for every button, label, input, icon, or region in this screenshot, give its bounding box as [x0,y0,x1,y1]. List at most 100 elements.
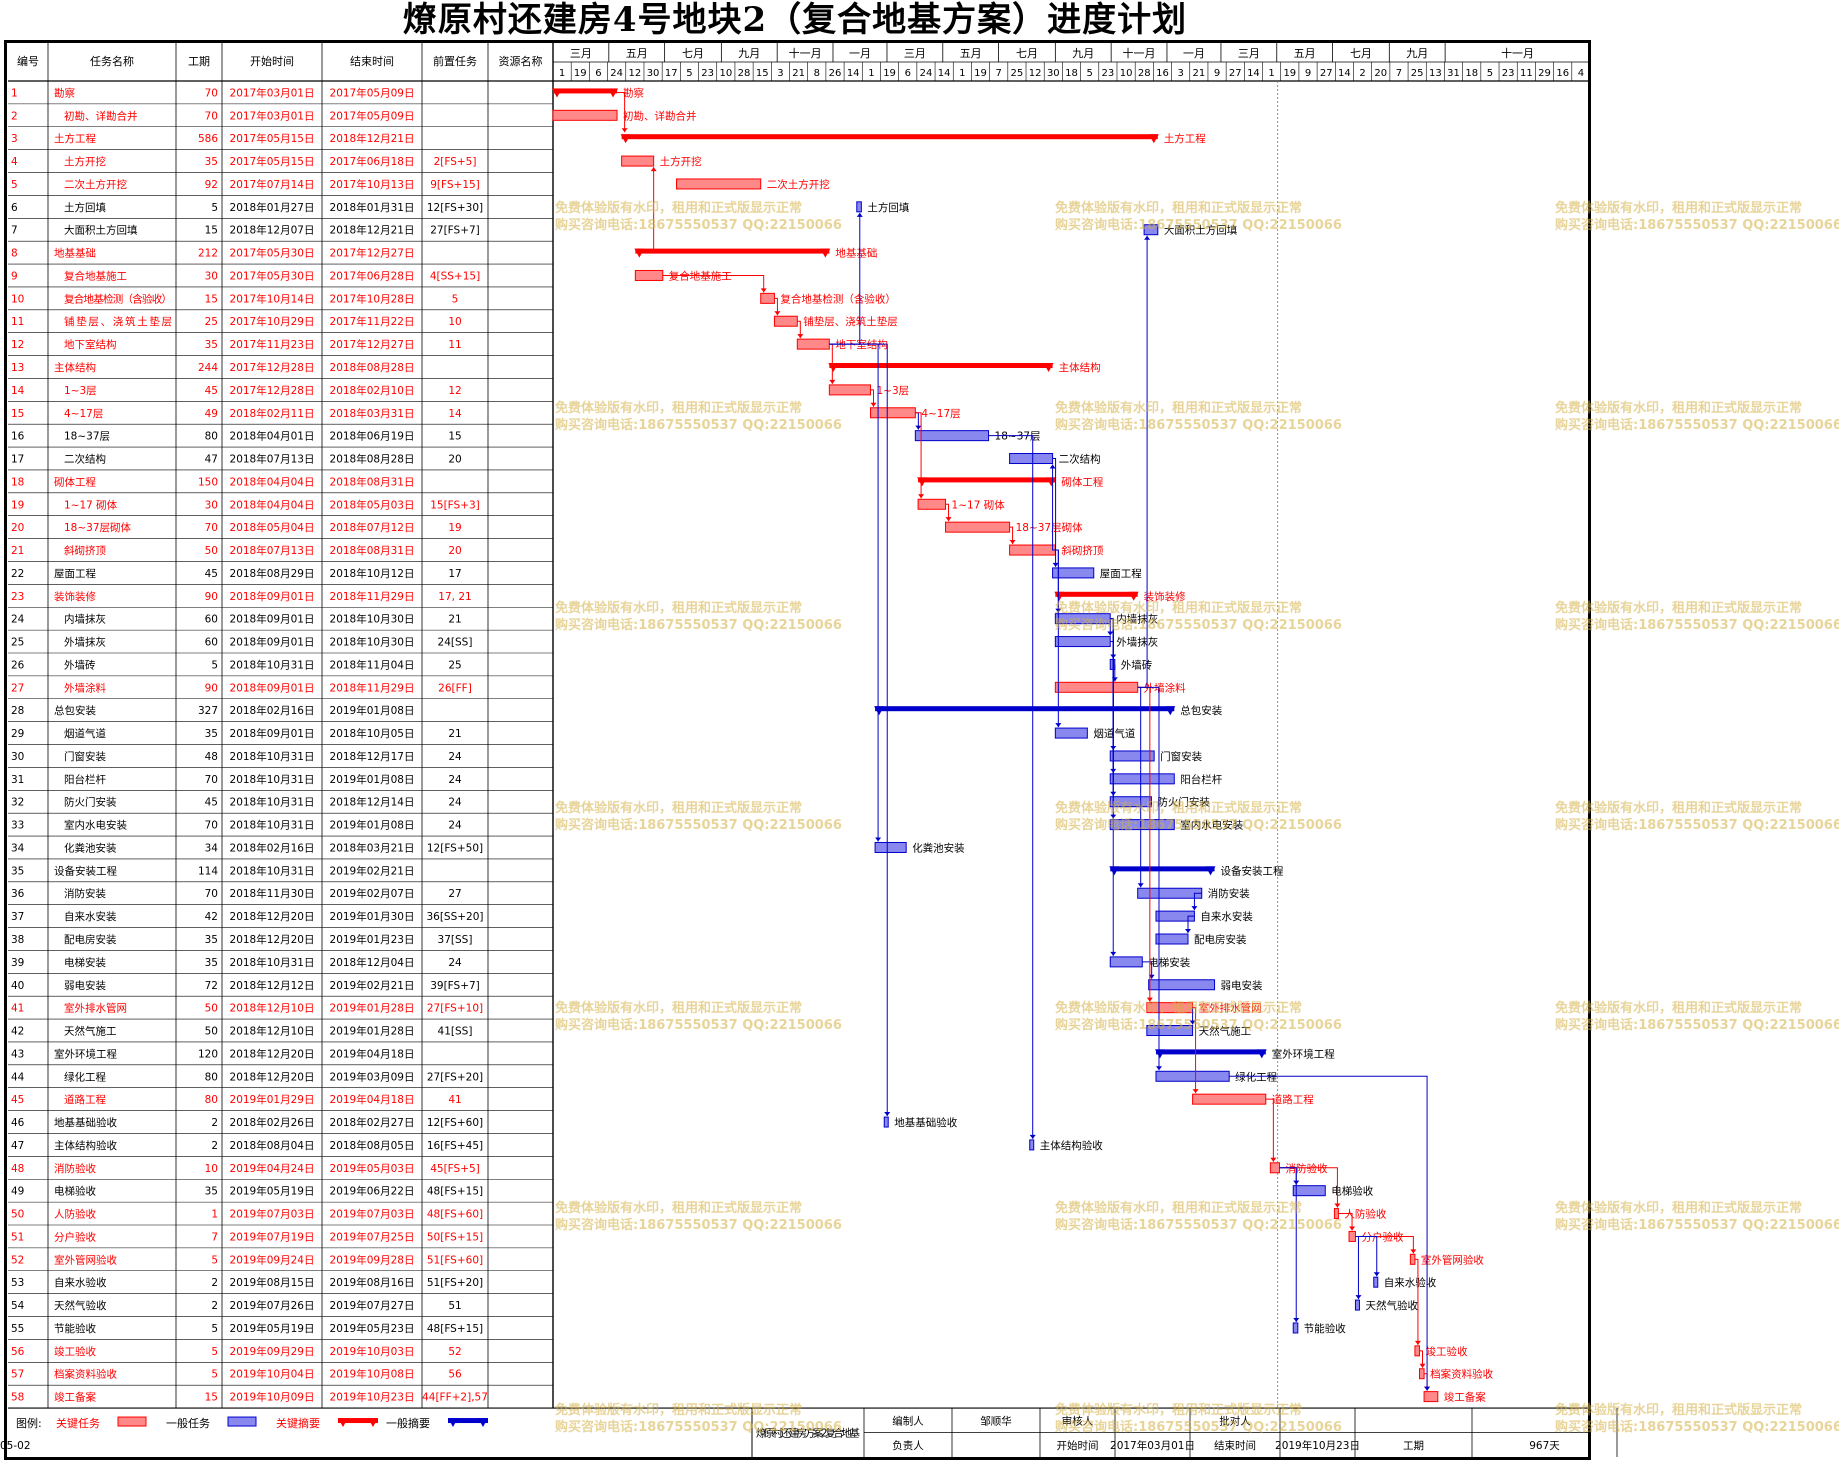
task-id: 12 [11,339,24,351]
task-duration: 48 [205,751,218,763]
summary-bar [635,248,830,254]
timescale-tick: 1 [559,68,565,79]
task-end: 2018年03月31日 [330,407,415,420]
task-name: 初勘、详勘合并 [64,109,138,122]
task-start: 2019年05月19日 [230,1322,315,1335]
gantt-frame [4,40,1591,1460]
task-id: 49 [11,1186,24,1198]
bar-label: 斜砌挤顶 [1061,544,1103,557]
task-start: 2018年05月04日 [230,521,315,534]
bar-label: 室外排水管网 [1199,1002,1262,1015]
task-id: 18 [11,476,24,488]
task-bar [1373,1276,1379,1288]
legend-label: 图例: [16,1416,42,1430]
task-name: 消防安装 [64,887,106,900]
task-duration: 50 [205,1026,218,1038]
task-bar [1052,567,1095,579]
link-arrow [875,837,882,842]
task-start: 2017年03月01日 [230,109,315,122]
footer-compiler-label: 编制人 [892,1414,924,1427]
link-arrow [797,334,804,339]
task-name: 化粪池安装 [64,841,117,854]
task-end: 2018年12月04日 [330,956,415,969]
task-end: 2019年01月08日 [330,773,415,786]
task-end: 2018年02月27日 [330,1116,415,1129]
task-duration: 35 [205,957,218,969]
task-name: 档案资料验收 [54,1368,117,1381]
timescale-tick: 13 [1429,68,1442,79]
task-name: 自来水安装 [64,910,117,923]
task-end: 2018年12月21日 [330,132,415,145]
task-id: 25 [11,637,24,649]
task-end: 2018年06月19日 [330,430,415,443]
bar-label: 复合地基检测（含验收） [780,292,896,305]
task-id: 9 [11,270,18,282]
task-predecessors: 24[SS] [438,637,473,649]
task-id: 43 [11,1048,24,1060]
task-end: 2018年08月31日 [330,475,415,488]
summary-cap [917,477,928,487]
task-duration: 70 [205,110,218,122]
task-end: 2019年05月03日 [330,1162,415,1175]
task-predecessors: 41 [448,1094,461,1106]
summary-bar [553,88,618,94]
link-arrow [1029,1134,1036,1139]
task-predecessors: 20 [448,545,461,557]
task-name: 屋面工程 [54,568,96,580]
task-start: 2018年02月16日 [230,704,315,717]
timescale-tick: 1 [959,68,965,79]
task-name: 砌体工程 [54,476,96,488]
link-arrow [1146,997,1153,1002]
task-name: 斜砌挤顶 [64,544,106,557]
timescale-tick: 20 [1374,68,1387,79]
bar-label: 档案资料验收 [1430,1368,1493,1381]
task-start: 2017年05月15日 [230,132,315,145]
task-start: 2018年12月20日 [230,1047,315,1060]
task-name: 铺垫层、浇筑土垫层 [64,315,172,328]
task-id: 8 [11,248,18,260]
bar-label: 设备安装工程 [1221,864,1284,877]
task-name: 主体结构 [54,361,96,374]
bar-label: 砌体工程 [1061,476,1103,488]
task-bar [1292,1322,1299,1334]
dependency-link [1137,686,1151,1002]
task-name: 室外环境工程 [54,1047,117,1060]
task-duration: 5 [211,1323,218,1335]
timescale-month: 十一月 [789,46,822,60]
link-arrow [1414,1340,1421,1345]
link-arrow [1293,1317,1300,1322]
task-start: 2018年04月01日 [230,430,315,443]
task-predecessors: 24 [448,957,462,969]
task-duration: 50 [205,1003,218,1015]
task-bar [917,498,947,510]
task-end: 2019年01月30日 [330,910,415,923]
timescale-tick: 23 [1102,68,1115,79]
timescale-month: 七月 [1350,47,1372,60]
bar-label: 竣工验收 [1426,1345,1468,1358]
task-predecessors: 37[SS] [438,934,473,946]
task-duration: 47 [205,454,218,466]
task-start: 2018年11月30日 [230,887,315,900]
task-start: 2018年09月01日 [230,636,315,649]
task-duration: 60 [205,637,218,649]
task-predecessors: 12[FS+50] [427,842,483,854]
task-predecessors: 24 [448,797,462,809]
timescale-tick: 16 [1156,68,1169,79]
task-duration: 30 [205,270,218,282]
link-arrow [1009,540,1016,545]
task-end: 2019年01月08日 [330,819,415,832]
task-name: 绿化工程 [64,1070,106,1083]
task-bar [1054,681,1139,693]
timescale-tick: 2 [1359,68,1365,79]
task-start: 2018年07月13日 [230,544,315,557]
footer-compiler: 邹顺华 [980,1414,1012,1427]
timescale-tick: 31 [1447,68,1460,79]
task-name: 电梯验收 [54,1185,96,1198]
task-bar [796,338,830,350]
task-start: 2017年05月30日 [230,269,315,282]
task-bar [1269,1162,1281,1174]
link-arrow [945,517,952,522]
col-header-3: 开始时间 [250,54,294,68]
task-end: 2019年05月23日 [330,1322,415,1335]
timescale-month: 一月 [849,47,871,60]
